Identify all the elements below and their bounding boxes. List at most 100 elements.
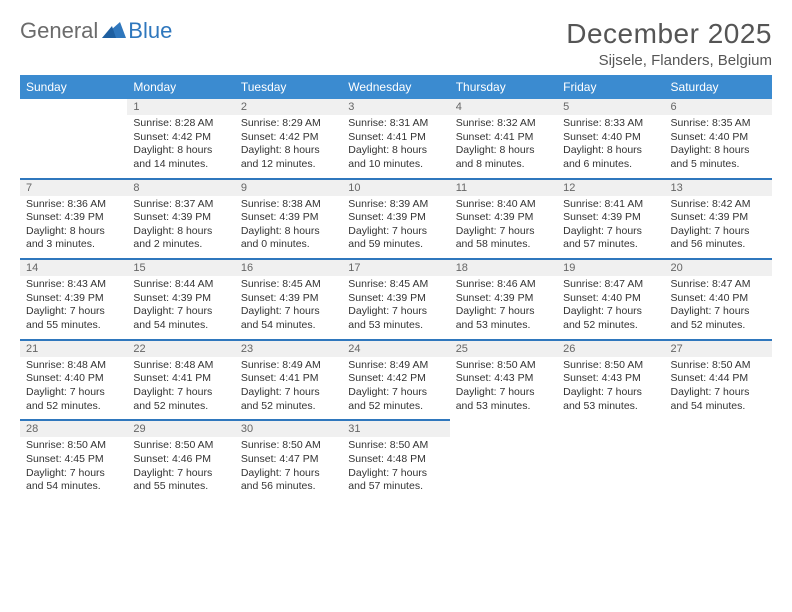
calendar-day-cell: 15Sunrise: 8:44 AMSunset: 4:39 PMDayligh… xyxy=(127,258,234,339)
sunset-text: Sunset: 4:45 PM xyxy=(26,453,121,467)
location-subtitle: Sijsele, Flanders, Belgium xyxy=(566,52,772,69)
day-number: 24 xyxy=(342,339,449,357)
sunrise-text: Sunrise: 8:43 AM xyxy=(26,278,121,292)
calendar-day-cell: 21Sunrise: 8:48 AMSunset: 4:40 PMDayligh… xyxy=(20,339,127,420)
calendar-week-row: 21Sunrise: 8:48 AMSunset: 4:40 PMDayligh… xyxy=(20,339,772,420)
day-number: 15 xyxy=(127,258,234,276)
calendar-week-row: 1Sunrise: 8:28 AMSunset: 4:42 PMDaylight… xyxy=(20,99,772,178)
daylight-text: Daylight: 7 hours and 54 minutes. xyxy=(671,386,766,413)
daylight-text: Daylight: 7 hours and 54 minutes. xyxy=(26,467,121,494)
daylight-text: Daylight: 7 hours and 57 minutes. xyxy=(563,225,658,252)
brand-triangle-icon xyxy=(102,18,126,44)
day-number: 23 xyxy=(235,339,342,357)
sunset-text: Sunset: 4:39 PM xyxy=(241,211,336,225)
day-details: Sunrise: 8:41 AMSunset: 4:39 PMDaylight:… xyxy=(557,196,664,259)
day-number: 1 xyxy=(127,99,234,115)
calendar-day-cell: 28Sunrise: 8:50 AMSunset: 4:45 PMDayligh… xyxy=(20,419,127,500)
month-title: December 2025 xyxy=(566,18,772,50)
sunrise-text: Sunrise: 8:41 AM xyxy=(563,198,658,212)
day-details: Sunrise: 8:37 AMSunset: 4:39 PMDaylight:… xyxy=(127,196,234,259)
calendar-day-cell: 18Sunrise: 8:46 AMSunset: 4:39 PMDayligh… xyxy=(450,258,557,339)
weekday-header: Saturday xyxy=(665,75,772,99)
header-bar: General Blue December 2025 Sijsele, Flan… xyxy=(20,18,772,69)
day-details: Sunrise: 8:31 AMSunset: 4:41 PMDaylight:… xyxy=(342,115,449,178)
daylight-text: Daylight: 8 hours and 3 minutes. xyxy=(26,225,121,252)
daylight-text: Daylight: 8 hours and 6 minutes. xyxy=(563,144,658,171)
day-number: 16 xyxy=(235,258,342,276)
weekday-header: Sunday xyxy=(20,75,127,99)
day-details: Sunrise: 8:36 AMSunset: 4:39 PMDaylight:… xyxy=(20,196,127,259)
daylight-text: Daylight: 7 hours and 53 minutes. xyxy=(456,386,551,413)
sunrise-text: Sunrise: 8:39 AM xyxy=(348,198,443,212)
weekday-header-row: SundayMondayTuesdayWednesdayThursdayFrid… xyxy=(20,75,772,99)
day-details: Sunrise: 8:28 AMSunset: 4:42 PMDaylight:… xyxy=(127,115,234,178)
day-details: Sunrise: 8:29 AMSunset: 4:42 PMDaylight:… xyxy=(235,115,342,178)
weekday-header: Monday xyxy=(127,75,234,99)
sunset-text: Sunset: 4:39 PM xyxy=(348,292,443,306)
calendar-day-cell: 2Sunrise: 8:29 AMSunset: 4:42 PMDaylight… xyxy=(235,99,342,178)
day-number: 8 xyxy=(127,178,234,196)
sunset-text: Sunset: 4:40 PM xyxy=(563,292,658,306)
sunset-text: Sunset: 4:39 PM xyxy=(26,292,121,306)
sunset-text: Sunset: 4:40 PM xyxy=(26,372,121,386)
sunrise-text: Sunrise: 8:47 AM xyxy=(563,278,658,292)
day-number: 6 xyxy=(665,99,772,115)
day-number: 22 xyxy=(127,339,234,357)
day-number: 30 xyxy=(235,419,342,437)
calendar-day-cell xyxy=(450,419,557,500)
calendar-day-cell: 3Sunrise: 8:31 AMSunset: 4:41 PMDaylight… xyxy=(342,99,449,178)
calendar-day-cell: 1Sunrise: 8:28 AMSunset: 4:42 PMDaylight… xyxy=(127,99,234,178)
sunrise-text: Sunrise: 8:28 AM xyxy=(133,117,228,131)
day-details: Sunrise: 8:50 AMSunset: 4:45 PMDaylight:… xyxy=(20,437,127,500)
sunrise-text: Sunrise: 8:48 AM xyxy=(26,359,121,373)
calendar-day-cell xyxy=(20,99,127,178)
calendar-day-cell: 10Sunrise: 8:39 AMSunset: 4:39 PMDayligh… xyxy=(342,178,449,259)
sunrise-text: Sunrise: 8:36 AM xyxy=(26,198,121,212)
day-number: 25 xyxy=(450,339,557,357)
day-number: 4 xyxy=(450,99,557,115)
daylight-text: Daylight: 7 hours and 52 minutes. xyxy=(241,386,336,413)
day-number: 26 xyxy=(557,339,664,357)
day-number: 2 xyxy=(235,99,342,115)
weekday-header: Friday xyxy=(557,75,664,99)
calendar-day-cell: 5Sunrise: 8:33 AMSunset: 4:40 PMDaylight… xyxy=(557,99,664,178)
calendar-day-cell: 12Sunrise: 8:41 AMSunset: 4:39 PMDayligh… xyxy=(557,178,664,259)
sunrise-text: Sunrise: 8:42 AM xyxy=(671,198,766,212)
calendar-day-cell: 19Sunrise: 8:47 AMSunset: 4:40 PMDayligh… xyxy=(557,258,664,339)
calendar-week-row: 7Sunrise: 8:36 AMSunset: 4:39 PMDaylight… xyxy=(20,178,772,259)
sunset-text: Sunset: 4:43 PM xyxy=(563,372,658,386)
day-number: 12 xyxy=(557,178,664,196)
sunrise-text: Sunrise: 8:50 AM xyxy=(241,439,336,453)
day-number: 18 xyxy=(450,258,557,276)
brand-logo: General Blue xyxy=(20,18,172,44)
sunset-text: Sunset: 4:43 PM xyxy=(456,372,551,386)
daylight-text: Daylight: 7 hours and 58 minutes. xyxy=(456,225,551,252)
day-details: Sunrise: 8:40 AMSunset: 4:39 PMDaylight:… xyxy=(450,196,557,259)
sunset-text: Sunset: 4:42 PM xyxy=(133,131,228,145)
calendar-day-cell: 8Sunrise: 8:37 AMSunset: 4:39 PMDaylight… xyxy=(127,178,234,259)
calendar-day-cell: 26Sunrise: 8:50 AMSunset: 4:43 PMDayligh… xyxy=(557,339,664,420)
brand-word-general: General xyxy=(20,18,98,44)
sunset-text: Sunset: 4:39 PM xyxy=(563,211,658,225)
sunrise-text: Sunrise: 8:50 AM xyxy=(133,439,228,453)
calendar-day-cell: 22Sunrise: 8:48 AMSunset: 4:41 PMDayligh… xyxy=(127,339,234,420)
sunset-text: Sunset: 4:40 PM xyxy=(671,292,766,306)
sunset-text: Sunset: 4:40 PM xyxy=(563,131,658,145)
day-number: 29 xyxy=(127,419,234,437)
sunrise-text: Sunrise: 8:45 AM xyxy=(241,278,336,292)
calendar-week-row: 28Sunrise: 8:50 AMSunset: 4:45 PMDayligh… xyxy=(20,419,772,500)
calendar-table: SundayMondayTuesdayWednesdayThursdayFrid… xyxy=(20,75,772,500)
calendar-day-cell: 14Sunrise: 8:43 AMSunset: 4:39 PMDayligh… xyxy=(20,258,127,339)
calendar-day-cell: 11Sunrise: 8:40 AMSunset: 4:39 PMDayligh… xyxy=(450,178,557,259)
sunrise-text: Sunrise: 8:50 AM xyxy=(26,439,121,453)
daylight-text: Daylight: 7 hours and 55 minutes. xyxy=(26,305,121,332)
day-details: Sunrise: 8:50 AMSunset: 4:44 PMDaylight:… xyxy=(665,357,772,420)
day-number: 10 xyxy=(342,178,449,196)
day-details: Sunrise: 8:49 AMSunset: 4:42 PMDaylight:… xyxy=(342,357,449,420)
day-number: 19 xyxy=(557,258,664,276)
sunrise-text: Sunrise: 8:32 AM xyxy=(456,117,551,131)
calendar-day-cell: 16Sunrise: 8:45 AMSunset: 4:39 PMDayligh… xyxy=(235,258,342,339)
day-details: Sunrise: 8:33 AMSunset: 4:40 PMDaylight:… xyxy=(557,115,664,178)
brand-word-blue: Blue xyxy=(128,18,172,44)
day-details: Sunrise: 8:49 AMSunset: 4:41 PMDaylight:… xyxy=(235,357,342,420)
